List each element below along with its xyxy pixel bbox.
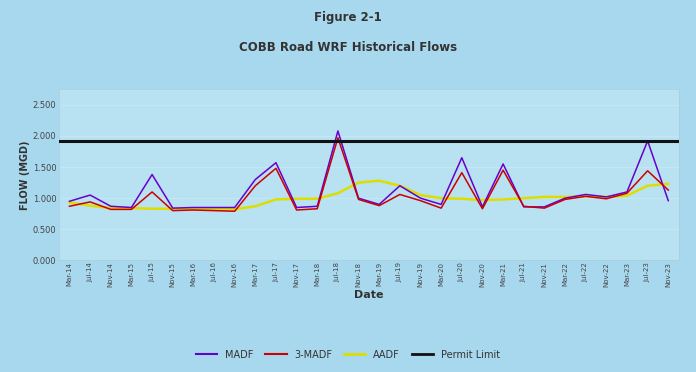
Y-axis label: FLOW (MGD): FLOW (MGD) — [20, 140, 30, 209]
X-axis label: Date: Date — [354, 289, 383, 299]
Text: Figure 2-1: Figure 2-1 — [314, 11, 382, 24]
Text: COBB Road WRF Historical Flows: COBB Road WRF Historical Flows — [239, 41, 457, 54]
Legend: MADF, 3-MADF, AADF, Permit Limit: MADF, 3-MADF, AADF, Permit Limit — [192, 346, 504, 363]
